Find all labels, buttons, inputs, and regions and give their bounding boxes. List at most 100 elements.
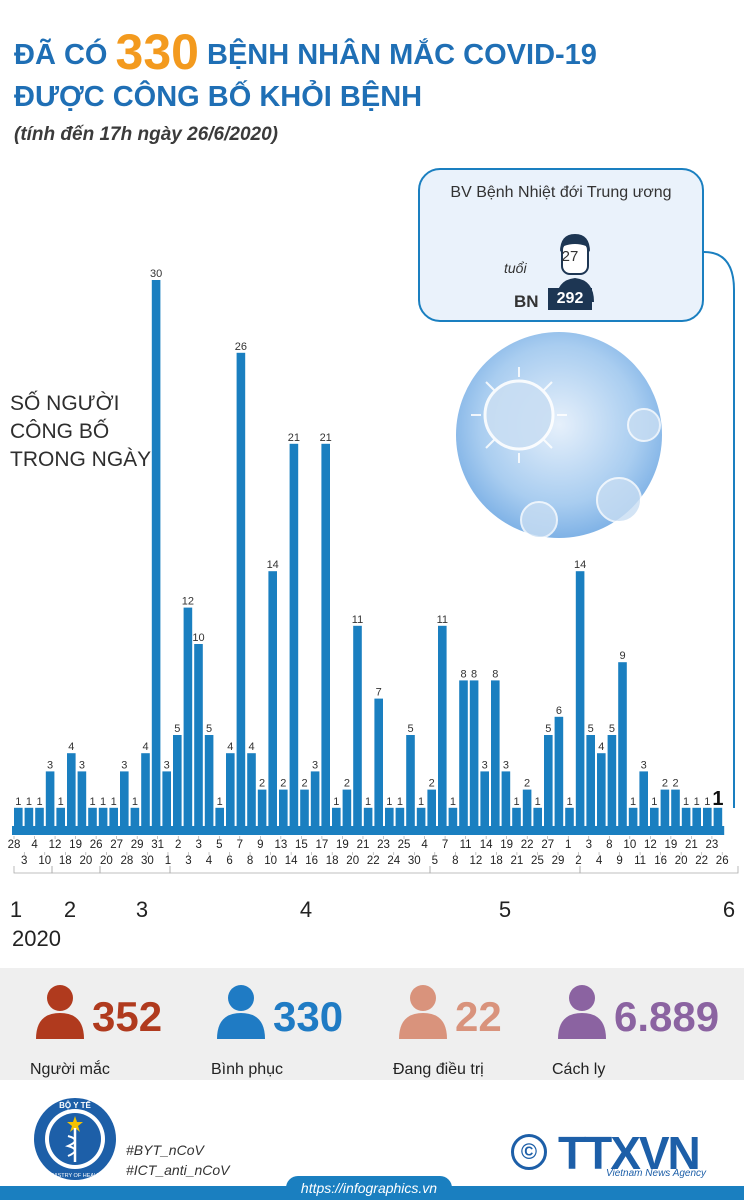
day-tick-label: 30 <box>141 855 154 867</box>
day-tick-label: 12 <box>469 855 482 867</box>
bar <box>406 735 415 826</box>
day-tick-label: 28 <box>8 839 21 851</box>
stat-treatment-label: Đang điều trị <box>393 1061 484 1078</box>
day-tick-label: 18 <box>59 855 72 867</box>
month-bracket <box>51 866 101 874</box>
bar <box>448 807 458 826</box>
subtitle: (tính đến 17h ngày 26/6/2020) <box>14 124 278 145</box>
age-label: tuổi <box>504 260 527 276</box>
person-recovered-icon <box>217 985 265 1039</box>
bar <box>173 735 182 826</box>
bar <box>575 571 585 826</box>
bar-value-label: 1 <box>683 796 689 808</box>
bar <box>88 807 97 826</box>
patient-callout: BV Bệnh Nhiệt đới Trung ương 27 tuổi BN … <box>418 168 704 322</box>
bar <box>438 625 447 826</box>
stat-treatment-value: 22 <box>455 993 502 1040</box>
title-part1: ĐÃ CÓ <box>14 39 108 71</box>
day-tick-label: 22 <box>695 855 708 867</box>
bar-value-label: 5 <box>588 723 594 735</box>
bar-value-label: 11 <box>352 614 363 626</box>
bar <box>204 735 214 826</box>
bar-value-label: 3 <box>312 759 318 771</box>
bar <box>639 771 648 826</box>
bar <box>24 807 34 826</box>
day-tick-label: 4 <box>31 839 38 851</box>
stat-infected-label: Người mắc <box>30 1061 110 1078</box>
bar-value-label: 1 <box>26 796 32 808</box>
bar <box>353 625 362 826</box>
bar-value-label: 1 <box>566 796 572 808</box>
chart-ylabel: SỐ NGƯỜI CÔNG BỐ TRONG NGÀY <box>10 390 160 474</box>
bar-value-label: 2 <box>301 778 307 790</box>
bar-value-label: 4 <box>68 741 74 753</box>
bar-value-label: 5 <box>609 723 615 735</box>
ministry-of-health-logo: BỘ Y TẾ MINISTRY OF HEALTH <box>34 1098 116 1180</box>
bar-value-label: 1 <box>704 796 710 808</box>
bar <box>692 807 701 826</box>
bar-value-label: 5 <box>206 723 212 735</box>
day-tick-label: 21 <box>685 839 698 851</box>
month-bracket <box>579 866 739 874</box>
bar-value-label: 3 <box>121 759 127 771</box>
month-label: 3 <box>136 897 148 922</box>
bar <box>512 807 521 826</box>
bar-value-label: 26 <box>235 341 247 353</box>
bar <box>35 807 44 826</box>
bar <box>279 789 288 826</box>
ylabel-line-3: TRONG NGÀY <box>10 448 152 471</box>
day-tick-label: 8 <box>606 839 612 851</box>
bar-value-label: 1 <box>630 796 636 808</box>
stats-band: 352 Người mắc 330 Bình phục 22 Đang điều… <box>0 968 744 1080</box>
baseline-strip <box>12 826 725 835</box>
bar <box>77 771 87 826</box>
month-label: 1 <box>10 897 22 922</box>
virus-illustration-icon <box>456 332 662 539</box>
bar <box>342 789 352 826</box>
day-tick-label: 31 <box>151 839 164 851</box>
day-tick-label: 17 <box>316 839 329 851</box>
bar-value-label: 9 <box>619 650 625 662</box>
bar-value-label: 4 <box>142 741 148 753</box>
logo-bottom-text: MINISTRY OF HEALTH <box>46 1173 104 1179</box>
bn-label: BN <box>514 292 539 311</box>
day-tick-label: 20 <box>675 855 688 867</box>
bar <box>671 789 680 826</box>
day-tick-label: 4 <box>421 839 428 851</box>
person-quarantine-icon <box>558 985 606 1039</box>
bar-value-label: 2 <box>429 778 435 790</box>
bar <box>247 753 256 826</box>
day-tick-label: 13 <box>274 839 287 851</box>
bar <box>162 771 171 826</box>
bar-value-label: 8 <box>471 668 477 680</box>
page-title: ĐÃ CÓ 330 BỆNH NHÂN MẮC COVID-19 ĐƯỢC CÔ… <box>14 26 597 118</box>
day-tick-label: 4 <box>206 855 213 867</box>
source-url[interactable]: https://infographics.vn <box>300 1180 438 1196</box>
bn-number: 292 <box>548 288 592 310</box>
day-tick-label: 18 <box>326 855 339 867</box>
bar <box>597 753 606 826</box>
bar-value-label: 4 <box>248 741 254 753</box>
vna-tagline: Vietnam News Agency <box>606 1168 707 1179</box>
day-tick-label: 1 <box>165 855 171 867</box>
callout-hospital: BV Bệnh Nhiệt đới Trung ương <box>450 184 672 201</box>
bar-value-label: 5 <box>174 723 180 735</box>
day-tick-label: 21 <box>511 855 524 867</box>
day-tick-label: 26 <box>90 839 103 851</box>
bar-value-label: 1 <box>651 796 657 808</box>
day-tick-label: 30 <box>408 855 421 867</box>
bar-value-label: 5 <box>407 723 413 735</box>
bar-value-label: 1 <box>712 788 723 810</box>
bar <box>109 807 118 826</box>
day-tick-label: 12 <box>49 839 62 851</box>
bar-value-label: 11 <box>437 614 448 626</box>
bar <box>374 698 383 826</box>
bar <box>321 443 330 826</box>
bar <box>533 807 542 826</box>
bar-value-label: 2 <box>259 778 265 790</box>
day-tick-label: 23 <box>377 839 390 851</box>
day-tick-label: 3 <box>185 855 191 867</box>
stat-quarantine-label: Cách ly <box>552 1061 606 1078</box>
bar-value-label: 10 <box>192 632 204 644</box>
